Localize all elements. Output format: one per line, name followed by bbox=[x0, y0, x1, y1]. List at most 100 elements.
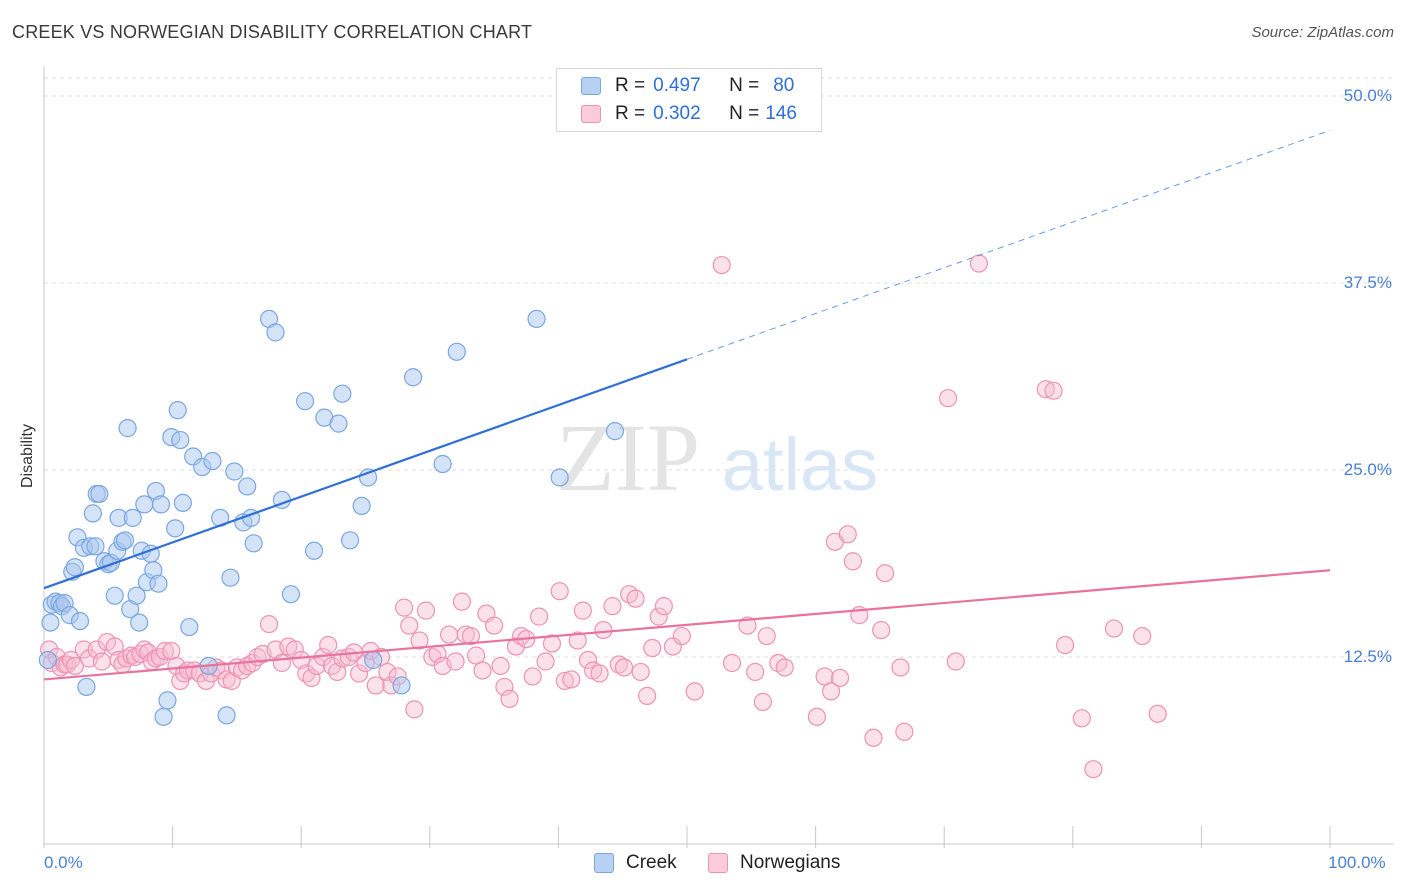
norwegians-point bbox=[307, 656, 326, 676]
creek-point bbox=[65, 558, 84, 577]
norwegians-point bbox=[378, 662, 397, 682]
norwegians-point bbox=[1055, 635, 1075, 655]
norwegians-point bbox=[738, 616, 757, 635]
y-axis-label: Disability bbox=[19, 423, 36, 489]
norwegians-n-value: 146 bbox=[765, 103, 797, 124]
creek-point bbox=[266, 323, 285, 342]
norwegians-point bbox=[838, 525, 857, 544]
norwegians-point bbox=[542, 634, 562, 653]
norwegians-point bbox=[452, 592, 472, 611]
norwegians-point bbox=[1036, 380, 1055, 399]
norwegians-point bbox=[594, 620, 613, 640]
norwegians-point bbox=[466, 646, 486, 665]
norwegians-point bbox=[649, 607, 668, 626]
norwegians-point bbox=[322, 656, 342, 676]
norwegians-point bbox=[423, 647, 442, 667]
trend-lines bbox=[43, 129, 1331, 681]
creek-point bbox=[295, 392, 315, 411]
creek-point bbox=[392, 676, 411, 695]
y-tick-label: 25.0% bbox=[1343, 460, 1392, 479]
norwegians-point bbox=[815, 667, 834, 686]
creek-point bbox=[151, 495, 171, 514]
norwegians-point bbox=[167, 656, 186, 676]
legend-norwegians-swatch bbox=[708, 853, 728, 873]
norwegians-point bbox=[746, 662, 765, 682]
norwegians-point bbox=[394, 598, 414, 617]
norwegians-point bbox=[1104, 619, 1124, 638]
norwegians-point bbox=[259, 614, 279, 634]
creek-n-label: N = bbox=[729, 75, 760, 96]
creek-point bbox=[86, 537, 105, 556]
x-tick-label-min: 0.0% bbox=[44, 853, 83, 872]
norwegians-point bbox=[439, 625, 459, 644]
creek-point bbox=[173, 493, 192, 513]
norwegians-point bbox=[590, 664, 609, 683]
creek-point bbox=[352, 496, 371, 516]
norwegians-point bbox=[506, 637, 526, 656]
norwegians-point bbox=[1148, 704, 1167, 723]
norwegians-point bbox=[631, 662, 650, 682]
norwegians-point bbox=[485, 616, 504, 635]
creek-point bbox=[527, 309, 546, 329]
y-tick-label: 37.5% bbox=[1343, 273, 1392, 292]
norwegians-point bbox=[821, 682, 841, 701]
norwegians-point bbox=[895, 722, 914, 741]
creek-point bbox=[433, 454, 452, 474]
creek-point bbox=[38, 650, 57, 670]
norwegians-point bbox=[614, 658, 634, 677]
norwegians-point bbox=[74, 640, 93, 659]
legend-row-norwegians: R = 0.302 N = 146 bbox=[581, 101, 797, 127]
norwegians-point bbox=[405, 700, 424, 719]
creek-point bbox=[166, 519, 185, 538]
norwegians-point bbox=[712, 255, 731, 275]
creek-point bbox=[203, 451, 222, 471]
norwegians-point bbox=[969, 254, 989, 273]
norwegians-point bbox=[491, 656, 510, 676]
norwegians-point bbox=[757, 626, 776, 646]
norwegians-point bbox=[603, 597, 622, 616]
norwegians-r-value: 0.302 bbox=[653, 103, 701, 124]
creek-r-label: R = bbox=[615, 75, 646, 96]
norwegians-point bbox=[685, 682, 704, 701]
norwegians-point bbox=[495, 677, 514, 697]
norwegians-point bbox=[410, 631, 429, 650]
creek-point bbox=[447, 342, 466, 361]
axes bbox=[43, 66, 1394, 848]
creek-point bbox=[605, 422, 625, 441]
creek-point bbox=[238, 477, 257, 496]
norwegians-point bbox=[872, 620, 891, 640]
norwegians-point bbox=[155, 641, 174, 661]
norwegians-point bbox=[1044, 381, 1063, 400]
norwegians-point bbox=[807, 707, 826, 726]
norwegians-point bbox=[461, 626, 481, 646]
creek-point bbox=[329, 414, 348, 433]
norwegians-point bbox=[626, 589, 645, 608]
legend-creek-swatch bbox=[594, 853, 614, 873]
creek-point bbox=[403, 368, 423, 387]
norwegians-point bbox=[530, 607, 549, 626]
legend-item-norwegians: Norwegians bbox=[708, 852, 840, 874]
norwegians-point bbox=[864, 728, 883, 747]
norwegians-point bbox=[573, 601, 592, 620]
norwegians-points bbox=[40, 254, 1167, 779]
norwegians-point bbox=[753, 692, 772, 711]
creek-point bbox=[127, 586, 146, 605]
norwegians-point bbox=[500, 689, 519, 708]
gridlines bbox=[44, 77, 1394, 658]
creek-point bbox=[90, 484, 109, 504]
norwegians-point bbox=[536, 652, 555, 671]
creek-point bbox=[168, 401, 187, 420]
creek-point bbox=[217, 706, 236, 725]
norwegians-point bbox=[87, 640, 106, 659]
creek-point bbox=[340, 531, 360, 550]
watermark-atlas: atlas bbox=[722, 423, 878, 506]
creek-point bbox=[333, 384, 352, 403]
creek-point bbox=[158, 691, 177, 710]
creek-point bbox=[41, 613, 60, 632]
creek-point bbox=[130, 613, 149, 632]
norwegians-point bbox=[550, 582, 569, 601]
norwegians-point bbox=[328, 662, 347, 682]
norwegians-point bbox=[843, 552, 862, 571]
norwegians-point bbox=[272, 653, 292, 673]
